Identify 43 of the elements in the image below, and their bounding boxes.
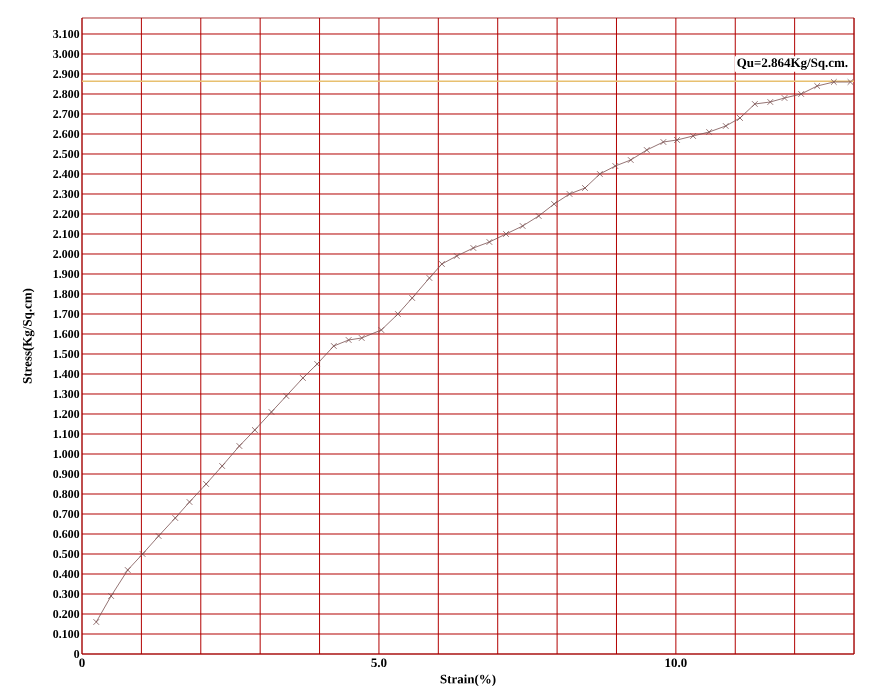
point	[470, 244, 477, 252]
point	[218, 462, 226, 470]
point	[486, 238, 493, 246]
point	[283, 392, 290, 400]
point	[830, 78, 838, 86]
point	[722, 122, 729, 130]
point	[313, 360, 321, 368]
point	[627, 156, 634, 164]
point	[643, 146, 650, 154]
point	[394, 310, 402, 318]
point	[124, 566, 131, 574]
point	[139, 550, 146, 558]
point	[236, 442, 243, 450]
point	[781, 94, 788, 102]
point	[519, 222, 526, 230]
point	[797, 90, 805, 98]
point	[426, 274, 433, 282]
point	[751, 100, 759, 108]
point	[345, 336, 352, 344]
point	[767, 98, 774, 106]
point	[535, 212, 542, 220]
point	[453, 252, 460, 260]
point	[172, 514, 179, 522]
point	[660, 138, 667, 146]
point	[202, 480, 210, 488]
point	[596, 170, 604, 178]
point	[268, 408, 275, 416]
point	[408, 294, 416, 302]
point	[689, 132, 697, 140]
point	[705, 128, 713, 136]
point	[299, 374, 307, 382]
point	[186, 498, 193, 506]
point	[378, 326, 385, 334]
point	[813, 82, 821, 90]
point	[251, 426, 259, 434]
point	[566, 190, 573, 198]
point	[438, 260, 446, 268]
point	[155, 532, 162, 540]
point	[358, 334, 365, 342]
point	[330, 342, 338, 350]
point	[107, 592, 115, 600]
point	[612, 162, 619, 170]
point	[550, 200, 558, 208]
